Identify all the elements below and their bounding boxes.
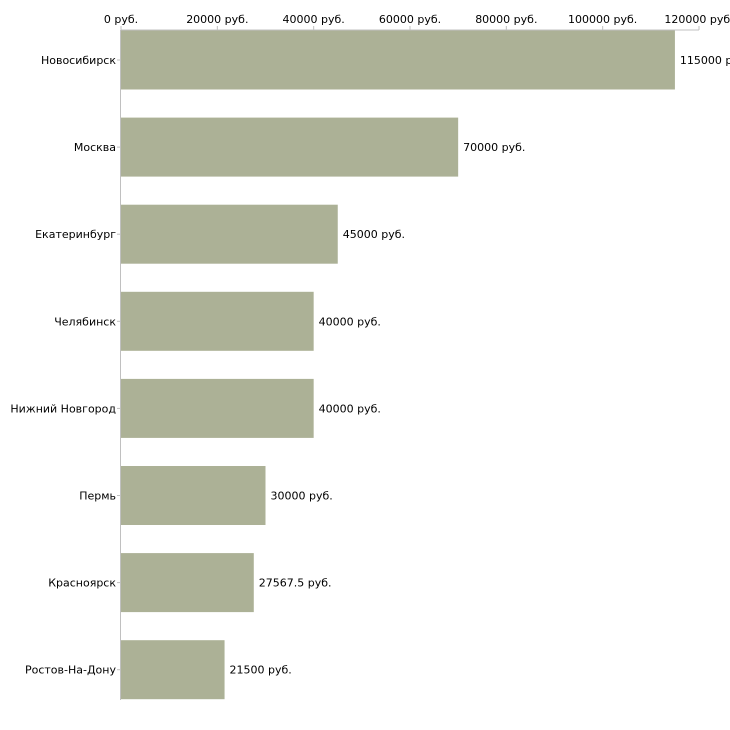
bar: [121, 378, 314, 438]
category-label: Красноярск: [48, 577, 116, 590]
bar: [121, 117, 459, 177]
bar: [121, 640, 225, 700]
labels: 0 руб. 20000 руб. 40000 руб. 60000 руб. 8000…: [10, 13, 730, 677]
axes: [117, 26, 700, 700]
bar: [121, 30, 675, 90]
value-label: 21500 руб.: [230, 664, 292, 677]
x-tick-label: 20000 руб.: [186, 13, 248, 26]
x-tick-label: 120000 руб.: [664, 13, 730, 26]
bar: [121, 204, 338, 264]
category-label: Екатеринбург: [35, 228, 116, 241]
category-label: Пермь: [79, 490, 116, 503]
bar: [121, 291, 314, 351]
category-label: Ростов-На-Дону: [25, 664, 116, 677]
value-label: 30000 руб.: [271, 490, 333, 503]
value-label: 115000 руб.: [680, 54, 730, 67]
bars: [121, 30, 675, 700]
value-label: 40000 руб.: [319, 315, 381, 328]
x-tick-label: 100000 руб.: [568, 13, 637, 26]
category-label: Челябинск: [54, 315, 116, 328]
x-tick-label: 80000 руб.: [475, 13, 537, 26]
x-tick-label: 60000 руб.: [379, 13, 441, 26]
bar: [121, 553, 254, 613]
category-label: Москва: [74, 141, 116, 154]
value-label: 45000 руб.: [343, 228, 405, 241]
category-label: Нижний Новгород: [10, 402, 116, 415]
category-label: Новосибирск: [41, 54, 116, 67]
x-tick-label: 0 руб.: [104, 13, 138, 26]
x-tick-label: 40000 руб.: [283, 13, 345, 26]
value-label: 27567.5 руб.: [259, 577, 332, 590]
value-label: 40000 руб.: [319, 402, 381, 415]
value-label: 70000 руб.: [463, 141, 525, 154]
bar: [121, 466, 266, 525]
